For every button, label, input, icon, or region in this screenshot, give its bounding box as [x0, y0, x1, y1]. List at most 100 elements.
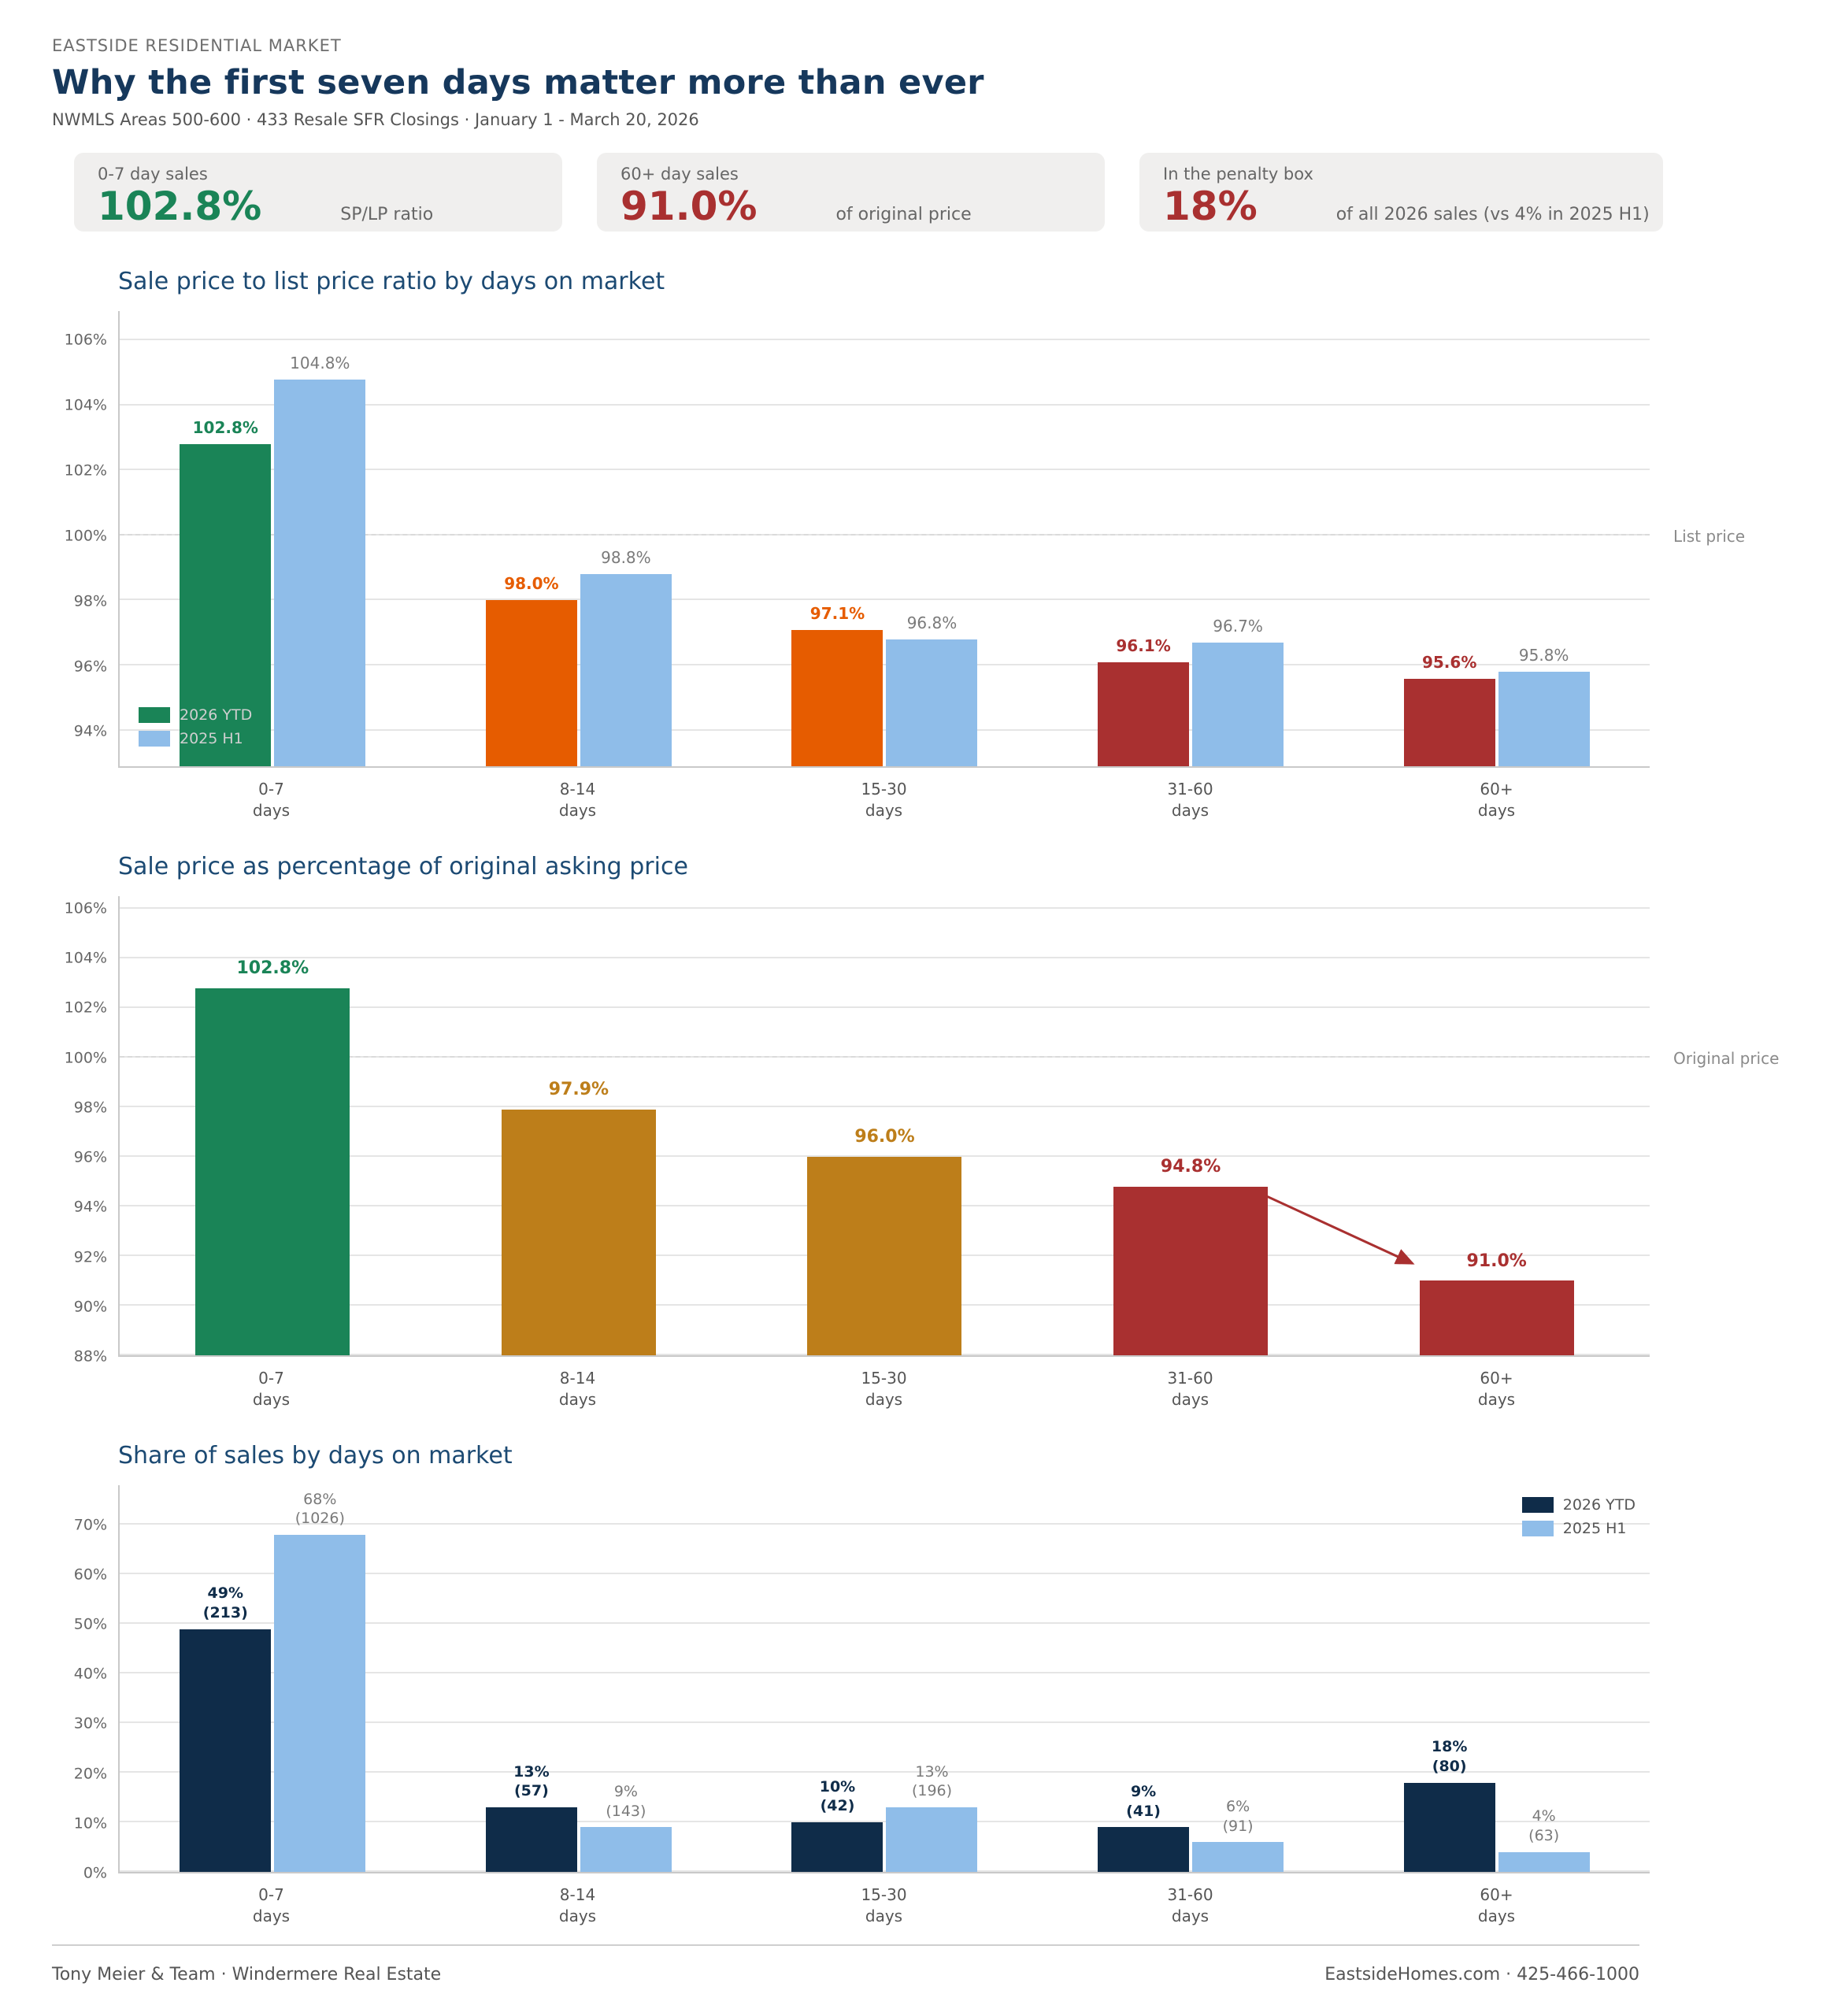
bar-value-label: 95.8% [1518, 646, 1569, 665]
bar-value-label: 68% (1026) [295, 1490, 345, 1528]
bar-2026-ytd-60+: 91.0% [1419, 1251, 1574, 1355]
y-axis: 94% 96% 98% 100% 102% 104% 106% [52, 311, 118, 768]
reference-line [120, 533, 1650, 536]
gridline [120, 1672, 1650, 1674]
x-axis-label: 15-30 days [861, 1369, 907, 1409]
y-tick-label: 104% [64, 949, 107, 967]
bar-value-label: 96.0% [854, 1127, 915, 1147]
x-axis-spacer [52, 768, 118, 821]
kpi-row: 0-7 day sales 102.8% SP/LP ratio 60+ day… [74, 153, 1778, 232]
bar-value-label: 9% (41) [1126, 1782, 1161, 1820]
legend-swatch [139, 707, 170, 723]
y-tick-label: 70% [73, 1516, 107, 1534]
bar-2025-h1-15-30: 96.8% [886, 613, 978, 766]
bar-value-label: 49% (213) [202, 1584, 248, 1621]
right-annotation-column: List price [1650, 311, 1830, 768]
legend-label: 2026 YTD [180, 706, 253, 724]
kpi-value: 102.8% [98, 183, 262, 229]
bar-2025-h1-31-60: 6% (91) [1192, 1798, 1284, 1872]
x-axis-label: 31-60 days [1167, 1369, 1213, 1409]
plot-area: 102.8% 97.9% 96.0% 94.8% 91.0% [118, 896, 1650, 1357]
y-tick-label: 94% [73, 1198, 107, 1216]
y-tick-label: 30% [73, 1714, 107, 1732]
bar-value-label: 96.7% [1213, 617, 1263, 636]
kpi-card-penalty-box: In the penalty box 18% of all 2026 sales… [1139, 153, 1663, 232]
bar-2026-ytd-0-7: 102.8% [195, 958, 350, 1355]
header: EASTSIDE RESIDENTIAL MARKET Why the firs… [0, 0, 1830, 153]
bar-groups: 49% (213) 68% (1026) 13% (57) 9% (143) 10% (… [120, 1485, 1650, 1872]
bar-2026-ytd-8-14: 98.0% [485, 574, 577, 766]
y-tick-label: 98% [73, 592, 107, 610]
bar-2026-ytd-31-60: 9% (41) [1098, 1783, 1190, 1872]
y-tick-label: 96% [73, 1148, 107, 1166]
x-axis-label: 0-7 days [252, 1885, 291, 1925]
bar-2025-h1-8-14: 98.8% [580, 548, 672, 766]
footer-left: Tony Meier & Team · Windermere Real Esta… [52, 1965, 442, 1984]
y-tick-label: 90% [73, 1298, 107, 1316]
plot-area: 49% (213) 68% (1026) 13% (57) 9% (143) 10% (… [118, 1485, 1650, 1873]
kpi-line: 102.8% SP/LP ratio [98, 187, 539, 226]
bar-value-label: 18% (80) [1431, 1738, 1468, 1776]
x-axis: 0-7 days 8-14 days 15-30 days 31-60 days 60+… [52, 768, 1830, 821]
x-axis: 0-7 days 8-14 days 15-30 days 31-60 days 60+… [52, 1873, 1830, 1927]
kpi-value: 18% [1163, 183, 1258, 229]
bar-group: 96.1% 96.7% [1098, 311, 1284, 766]
bar-group: 95.6% 95.8% [1403, 311, 1590, 766]
right-annotation-column: Original price [1650, 896, 1830, 1357]
bar-2026-ytd-31-60: 94.8% [1113, 1157, 1269, 1355]
gridline [120, 956, 1650, 958]
y-tick-label: 100% [64, 527, 107, 545]
bar-value-label: 97.1% [809, 603, 865, 623]
bar-group: 10% (42) 13% (196) [791, 1485, 978, 1872]
bar-group: 94.8% [1113, 896, 1269, 1355]
chart-body: 88% 90% 92% 94% 96% 98% 100% 102% 104% 106% 102.8… [52, 896, 1830, 1364]
kpi-line: 18% of all 2026 sales (vs 4% in 2025 H1) [1163, 183, 1650, 229]
bar-value-label: 102.8% [236, 958, 309, 979]
x-axis-label: 31-60 days [1167, 1885, 1213, 1925]
bar-groups: 102.8% 97.9% 96.0% 94.8% 91.0% [120, 896, 1650, 1355]
y-tick-label: 20% [73, 1765, 107, 1783]
bar-value-label: 102.8% [192, 418, 258, 438]
gridline [120, 1006, 1650, 1008]
bar-2026-ytd-15-30: 10% (42) [791, 1778, 884, 1872]
y-tick-label: 106% [64, 899, 107, 917]
bar-group: 98.0% 98.8% [485, 311, 672, 766]
y-tick-label: 96% [73, 658, 107, 676]
chart-sp-original-price: Sale price as percentage of original ask… [52, 853, 1830, 1410]
x-axis-label: 60+ days [1477, 780, 1516, 820]
bar-value-label: 94.8% [1160, 1157, 1221, 1177]
bar-value-label: 95.6% [1421, 652, 1477, 672]
bar-group: 49% (213) 68% (1026) [180, 1485, 366, 1872]
gridline [120, 1573, 1650, 1575]
bar-value-label: 91.0% [1466, 1251, 1527, 1271]
gridline [120, 1154, 1650, 1157]
reference-line [120, 1055, 1650, 1058]
x-axis-label: 0-7 days [252, 780, 291, 820]
gridline [120, 1105, 1650, 1107]
x-axis-label: 8-14 days [558, 1885, 597, 1925]
y-tick-label: 102% [64, 461, 107, 480]
reference-line-label: List price [1673, 526, 1746, 546]
gridline [120, 469, 1650, 471]
bar-group: 96.0% [807, 896, 962, 1355]
y-tick-label: 88% [73, 1347, 107, 1366]
x-axis-label: 15-30 days [861, 1885, 907, 1925]
y-tick-label: 104% [64, 396, 107, 414]
chart-sp-lp-ratio: Sale price to list price ratio by days o… [52, 268, 1830, 821]
bar-value-label: 98.0% [504, 574, 559, 594]
kpi-caption: of all 2026 sales (vs 4% in 2025 H1) [1335, 205, 1650, 224]
right-annotation-column [1650, 1485, 1830, 1873]
legend-item: 2025 H1 [139, 730, 252, 747]
gridline [120, 728, 1650, 731]
bar-group: 13% (57) 9% (143) [485, 1485, 672, 1872]
bar-value-label: 4% (63) [1528, 1807, 1560, 1845]
bar-2025-h1-8-14: 9% (143) [580, 1783, 672, 1872]
bar-groups: 102.8% 104.8% 98.0% 98.8% 97.1% 96.8% 96.1% 96.… [120, 311, 1650, 766]
y-axis: 88% 90% 92% 94% 96% 98% 100% 102% 104% 106% [52, 896, 118, 1364]
y-tick-label: 94% [73, 722, 107, 740]
plot-area: 102.8% 104.8% 98.0% 98.8% 97.1% 96.8% 96.1% 96.… [118, 311, 1650, 768]
kpi-value: 91.0% [620, 183, 758, 229]
y-tick-label: 50% [73, 1615, 107, 1633]
y-tick-label: 98% [73, 1099, 107, 1117]
footer-right: EastsideHomes.com · 425-466-1000 [1324, 1965, 1639, 1984]
